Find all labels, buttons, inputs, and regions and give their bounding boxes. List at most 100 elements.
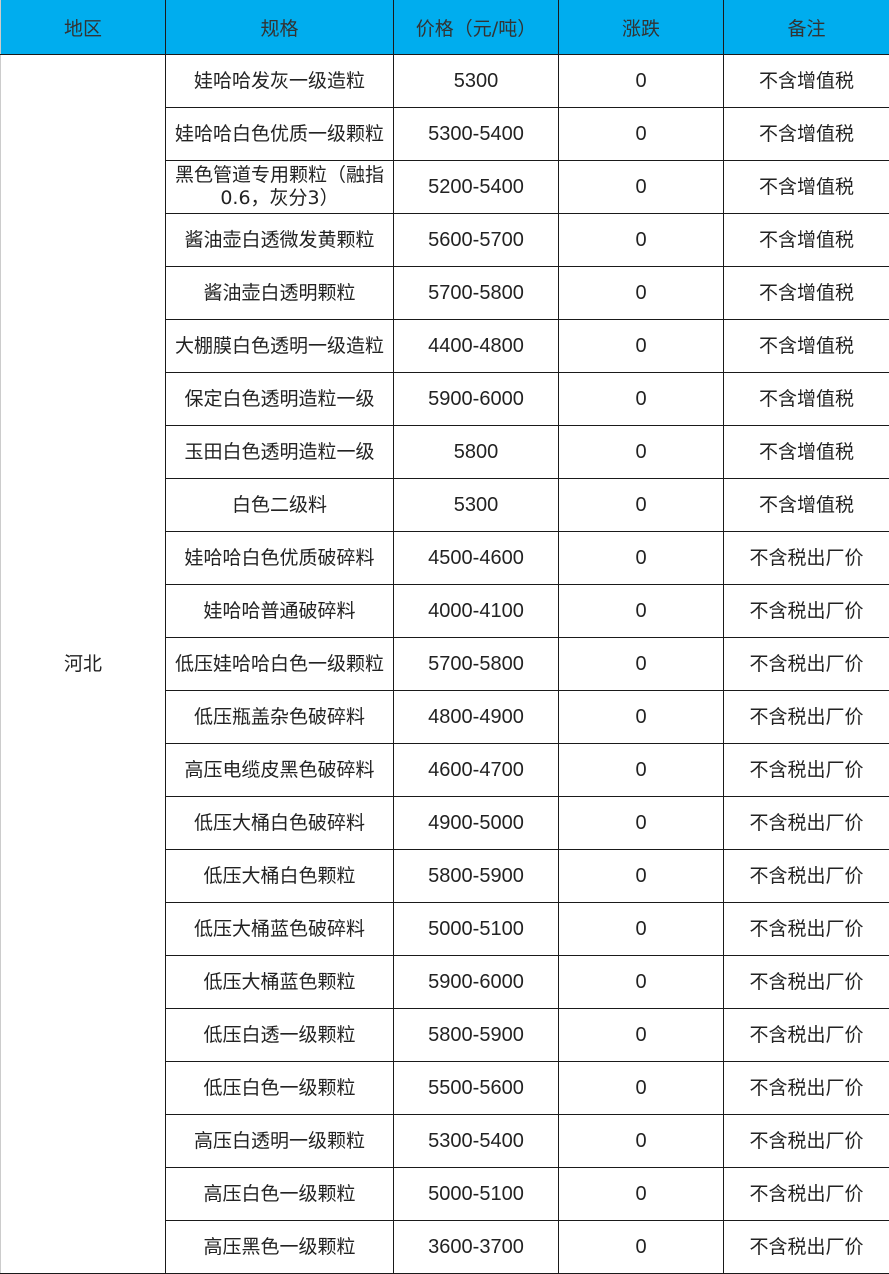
spec-cell: 低压娃哈哈白色一级颗粒 xyxy=(166,638,394,691)
header-note: 备注 xyxy=(724,0,889,55)
note-cell: 不含增值税 xyxy=(724,373,889,426)
price-cell: 5900-6000 xyxy=(394,373,559,426)
price-cell: 5500-5600 xyxy=(394,1062,559,1115)
header-price: 价格（元/吨） xyxy=(394,0,559,55)
price-cell: 5700-5800 xyxy=(394,638,559,691)
note-cell: 不含增值税 xyxy=(724,479,889,532)
change-cell: 0 xyxy=(559,956,724,1009)
note-cell: 不含增值税 xyxy=(724,55,889,108)
note-cell: 不含税出厂价 xyxy=(724,797,889,850)
change-cell: 0 xyxy=(559,426,724,479)
change-cell: 0 xyxy=(559,1221,724,1274)
price-cell: 4000-4100 xyxy=(394,585,559,638)
note-cell: 不含税出厂价 xyxy=(724,1115,889,1168)
note-cell: 不含税出厂价 xyxy=(724,691,889,744)
note-cell: 不含税出厂价 xyxy=(724,1221,889,1274)
price-cell: 5000-5100 xyxy=(394,1168,559,1221)
change-cell: 0 xyxy=(559,1062,724,1115)
header-row: 地区 规格 价格（元/吨） 涨跌 备注 xyxy=(1,0,889,55)
change-cell: 0 xyxy=(559,1115,724,1168)
change-cell: 0 xyxy=(559,1009,724,1062)
spec-cell: 高压黑色一级颗粒 xyxy=(166,1221,394,1274)
price-cell: 5200-5400 xyxy=(394,161,559,214)
header-region: 地区 xyxy=(1,0,166,55)
change-cell: 0 xyxy=(559,1168,724,1221)
note-cell: 不含税出厂价 xyxy=(724,744,889,797)
spec-cell: 玉田白色透明造粒一级 xyxy=(166,426,394,479)
note-cell: 不含增值税 xyxy=(724,214,889,267)
note-cell: 不含增值税 xyxy=(724,161,889,214)
note-cell: 不含税出厂价 xyxy=(724,1009,889,1062)
header-spec: 规格 xyxy=(166,0,394,55)
price-cell: 5300 xyxy=(394,479,559,532)
price-cell: 4400-4800 xyxy=(394,320,559,373)
change-cell: 0 xyxy=(559,850,724,903)
note-cell: 不含税出厂价 xyxy=(724,532,889,585)
header-change: 涨跌 xyxy=(559,0,724,55)
price-cell: 4900-5000 xyxy=(394,797,559,850)
note-cell: 不含增值税 xyxy=(724,320,889,373)
spec-cell: 白色二级料 xyxy=(166,479,394,532)
spec-cell: 低压大桶白色颗粒 xyxy=(166,850,394,903)
change-cell: 0 xyxy=(559,797,724,850)
price-cell: 3600-3700 xyxy=(394,1221,559,1274)
note-cell: 不含税出厂价 xyxy=(724,956,889,1009)
change-cell: 0 xyxy=(559,373,724,426)
spec-cell: 娃哈哈白色优质破碎料 xyxy=(166,532,394,585)
price-cell: 5300-5400 xyxy=(394,108,559,161)
spec-cell: 大棚膜白色透明一级造粒 xyxy=(166,320,394,373)
spec-cell: 低压白色一级颗粒 xyxy=(166,1062,394,1115)
region-cell: 河北 xyxy=(1,55,166,1274)
note-cell: 不含增值税 xyxy=(724,267,889,320)
price-cell: 5600-5700 xyxy=(394,214,559,267)
price-cell: 5700-5800 xyxy=(394,267,559,320)
price-cell: 5000-5100 xyxy=(394,903,559,956)
spec-cell: 黑色管道专用颗粒（融指0.6，灰分3） xyxy=(166,161,394,214)
change-cell: 0 xyxy=(559,320,724,373)
spec-cell: 保定白色透明造粒一级 xyxy=(166,373,394,426)
spec-cell: 娃哈哈发灰一级造粒 xyxy=(166,55,394,108)
note-cell: 不含税出厂价 xyxy=(724,1168,889,1221)
change-cell: 0 xyxy=(559,638,724,691)
spec-cell: 酱油壶白透微发黄颗粒 xyxy=(166,214,394,267)
spec-cell: 酱油壶白透明颗粒 xyxy=(166,267,394,320)
note-cell: 不含增值税 xyxy=(724,108,889,161)
change-cell: 0 xyxy=(559,267,724,320)
change-cell: 0 xyxy=(559,108,724,161)
spec-cell: 低压大桶白色破碎料 xyxy=(166,797,394,850)
change-cell: 0 xyxy=(559,691,724,744)
price-cell: 5300-5400 xyxy=(394,1115,559,1168)
change-cell: 0 xyxy=(559,585,724,638)
note-cell: 不含税出厂价 xyxy=(724,850,889,903)
price-cell: 4600-4700 xyxy=(394,744,559,797)
change-cell: 0 xyxy=(559,903,724,956)
note-cell: 不含税出厂价 xyxy=(724,638,889,691)
price-cell: 5300 xyxy=(394,55,559,108)
note-cell: 不含税出厂价 xyxy=(724,585,889,638)
spec-cell: 娃哈哈白色优质一级颗粒 xyxy=(166,108,394,161)
price-cell: 5800 xyxy=(394,426,559,479)
price-cell: 4800-4900 xyxy=(394,691,559,744)
change-cell: 0 xyxy=(559,55,724,108)
spec-cell: 娃哈哈普通破碎料 xyxy=(166,585,394,638)
change-cell: 0 xyxy=(559,214,724,267)
spec-cell: 低压白透一级颗粒 xyxy=(166,1009,394,1062)
price-cell: 4500-4600 xyxy=(394,532,559,585)
price-cell: 5800-5900 xyxy=(394,850,559,903)
note-cell: 不含增值税 xyxy=(724,426,889,479)
change-cell: 0 xyxy=(559,161,724,214)
note-cell: 不含税出厂价 xyxy=(724,1062,889,1115)
note-cell: 不含税出厂价 xyxy=(724,903,889,956)
price-cell: 5900-6000 xyxy=(394,956,559,1009)
change-cell: 0 xyxy=(559,479,724,532)
change-cell: 0 xyxy=(559,744,724,797)
spec-cell: 低压大桶蓝色颗粒 xyxy=(166,956,394,1009)
spec-cell: 高压电缆皮黑色破碎料 xyxy=(166,744,394,797)
spec-cell: 低压瓶盖杂色破碎料 xyxy=(166,691,394,744)
spec-cell: 高压白色一级颗粒 xyxy=(166,1168,394,1221)
price-cell: 5800-5900 xyxy=(394,1009,559,1062)
spec-cell: 低压大桶蓝色破碎料 xyxy=(166,903,394,956)
spec-cell: 高压白透明一级颗粒 xyxy=(166,1115,394,1168)
